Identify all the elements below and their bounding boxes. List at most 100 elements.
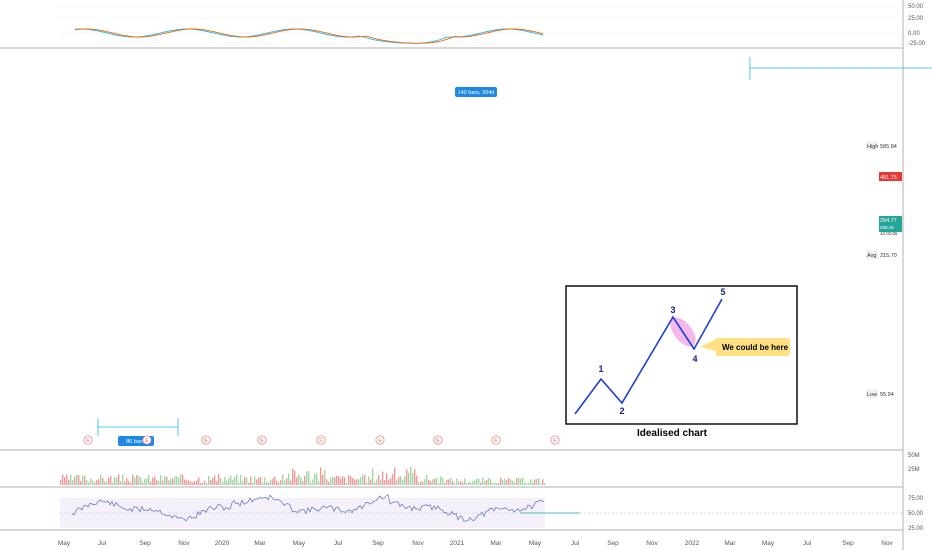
- volume-bar: [392, 474, 394, 485]
- volume-bar: [246, 477, 248, 485]
- time-axis-tick: Nov: [412, 540, 424, 547]
- volume-bar: [60, 480, 62, 485]
- volume-bar: [170, 478, 172, 485]
- inset-label-1: 1: [598, 364, 603, 374]
- volume-bar: [526, 483, 528, 485]
- price-tag-value-bg: [879, 250, 902, 259]
- volume-bar: [276, 480, 278, 485]
- price-tag-label: Low: [867, 392, 877, 398]
- volume-bar: [132, 474, 134, 485]
- earnings-marker: [257, 435, 267, 445]
- macd-axis-tick: -25.00: [908, 41, 926, 47]
- volume-bar: [70, 474, 72, 485]
- earnings-marker: [375, 435, 385, 445]
- time-axis-tick: Mar: [724, 540, 736, 547]
- volume-bar: [420, 481, 422, 485]
- volume-bar: [184, 479, 186, 485]
- time-axis-tick: Jul: [98, 540, 107, 547]
- rsi-axis-tick: 75.00: [908, 496, 924, 502]
- volume-bar: [280, 480, 282, 485]
- rsi-line: [71, 494, 545, 522]
- volume-bar: [518, 478, 520, 485]
- volume-bar: [80, 480, 82, 485]
- level-481-tag: [879, 172, 902, 181]
- volume-bar: [478, 478, 480, 485]
- earnings-marker: [83, 435, 93, 445]
- volume-bar: [284, 480, 286, 485]
- earnings-marker-letter: E: [145, 438, 149, 444]
- time-axis-tick: 2020: [215, 540, 230, 547]
- volume-bar: [134, 477, 136, 485]
- volume-bar: [388, 480, 390, 485]
- volume-bar: [374, 482, 376, 485]
- current-price-value: 294.77: [880, 218, 897, 224]
- volume-bar: [224, 477, 226, 485]
- volume-bar: [360, 476, 362, 485]
- time-axis-tick: Sep: [607, 540, 619, 547]
- volume-bar: [126, 478, 128, 485]
- volume-bar: [398, 476, 400, 485]
- range-bottom-text: 86 bars,: [126, 439, 146, 445]
- volume-bar: [308, 471, 310, 485]
- volume-bar: [318, 481, 320, 485]
- volume-bar: [206, 482, 208, 485]
- volume-bar: [300, 477, 302, 485]
- volume-bar: [366, 482, 368, 485]
- volume-bar: [496, 483, 498, 485]
- price-tag-label: Avg: [867, 253, 876, 259]
- volume-bar: [210, 479, 212, 485]
- volume-bar: [94, 482, 96, 485]
- volume-bar: [378, 475, 380, 485]
- volume-bar: [114, 476, 116, 485]
- volume-bar: [282, 474, 284, 485]
- volume-bar: [110, 476, 112, 485]
- volume-bar: [452, 481, 454, 485]
- inset-wave-line: [574, 298, 723, 415]
- volume-bar: [502, 479, 504, 485]
- time-axis-tick: Sep: [372, 540, 384, 547]
- volume-bar: [316, 473, 318, 485]
- earnings-marker: [550, 435, 560, 445]
- volume-bar: [202, 482, 204, 485]
- volume-bar: [88, 482, 90, 485]
- volume-bar: [474, 480, 476, 485]
- volume-bar: [244, 476, 246, 485]
- volume-bar: [338, 476, 340, 485]
- rsi-axis-tick: 50.00: [908, 511, 924, 517]
- volume-bar: [72, 479, 74, 485]
- inset-label-5: 5: [720, 287, 725, 297]
- volume-bar: [422, 481, 424, 485]
- volume-bar: [386, 473, 388, 485]
- time-axis-tick: 2021: [450, 540, 465, 547]
- earnings-marker-letter: E: [86, 438, 90, 444]
- earnings-marker-letter: E: [204, 438, 208, 444]
- volume-bar: [344, 477, 346, 485]
- macd-axis-tick: 0.00: [908, 31, 920, 37]
- time-axis-tick: May: [58, 540, 71, 547]
- volume-bar: [298, 474, 300, 485]
- callout-text: We could be here: [722, 343, 789, 352]
- volume-bar: [180, 474, 182, 485]
- volume-bar: [218, 474, 220, 485]
- volume-bar: [352, 477, 354, 485]
- volume-bar: [446, 479, 448, 485]
- volume-bar: [268, 482, 270, 485]
- time-axis-tick: May: [529, 540, 542, 547]
- level-481-value: 481.75: [880, 175, 897, 181]
- volume-bar: [122, 474, 124, 485]
- volume-bar: [514, 482, 516, 485]
- volume-bar: [216, 481, 218, 485]
- earnings-marker-letter: E: [260, 438, 264, 444]
- volume-bar: [238, 482, 240, 485]
- volume-bar: [442, 477, 444, 485]
- earnings-marker-letter: E: [319, 438, 323, 444]
- volume-bar: [130, 482, 132, 485]
- volume-bar: [236, 474, 238, 485]
- volume-bar: [92, 480, 94, 485]
- volume-bar: [450, 478, 452, 485]
- volume-bar: [286, 478, 288, 485]
- price-tag-value: 55.94: [880, 392, 894, 398]
- volume-bar: [144, 479, 146, 485]
- volume-bar: [196, 480, 198, 485]
- volume-bar: [194, 481, 196, 485]
